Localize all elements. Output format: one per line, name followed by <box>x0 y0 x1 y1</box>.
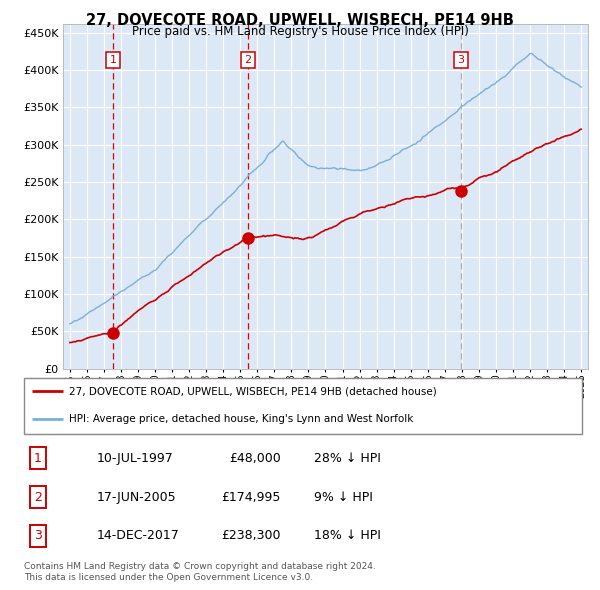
Text: Price paid vs. HM Land Registry's House Price Index (HPI): Price paid vs. HM Land Registry's House … <box>131 25 469 38</box>
Text: 28% ↓ HPI: 28% ↓ HPI <box>314 452 381 465</box>
Text: This data is licensed under the Open Government Licence v3.0.: This data is licensed under the Open Gov… <box>24 573 313 582</box>
Text: 9% ↓ HPI: 9% ↓ HPI <box>314 490 373 504</box>
Text: Contains HM Land Registry data © Crown copyright and database right 2024.: Contains HM Land Registry data © Crown c… <box>24 562 376 571</box>
Text: 17-JUN-2005: 17-JUN-2005 <box>97 490 176 504</box>
Text: 1: 1 <box>34 452 42 465</box>
Text: 27, DOVECOTE ROAD, UPWELL, WISBECH, PE14 9HB (detached house): 27, DOVECOTE ROAD, UPWELL, WISBECH, PE14… <box>68 386 436 396</box>
Text: 14-DEC-2017: 14-DEC-2017 <box>97 529 179 542</box>
Text: 1: 1 <box>109 55 116 65</box>
Text: 3: 3 <box>458 55 464 65</box>
Text: £48,000: £48,000 <box>229 452 281 465</box>
Text: £174,995: £174,995 <box>221 490 281 504</box>
Text: 2: 2 <box>244 55 251 65</box>
Text: 10-JUL-1997: 10-JUL-1997 <box>97 452 173 465</box>
Text: 18% ↓ HPI: 18% ↓ HPI <box>314 529 381 542</box>
Text: HPI: Average price, detached house, King's Lynn and West Norfolk: HPI: Average price, detached house, King… <box>68 414 413 424</box>
Text: 27, DOVECOTE ROAD, UPWELL, WISBECH, PE14 9HB: 27, DOVECOTE ROAD, UPWELL, WISBECH, PE14… <box>86 13 514 28</box>
Text: 2: 2 <box>34 490 42 504</box>
Text: 3: 3 <box>34 529 42 542</box>
Text: £238,300: £238,300 <box>221 529 281 542</box>
